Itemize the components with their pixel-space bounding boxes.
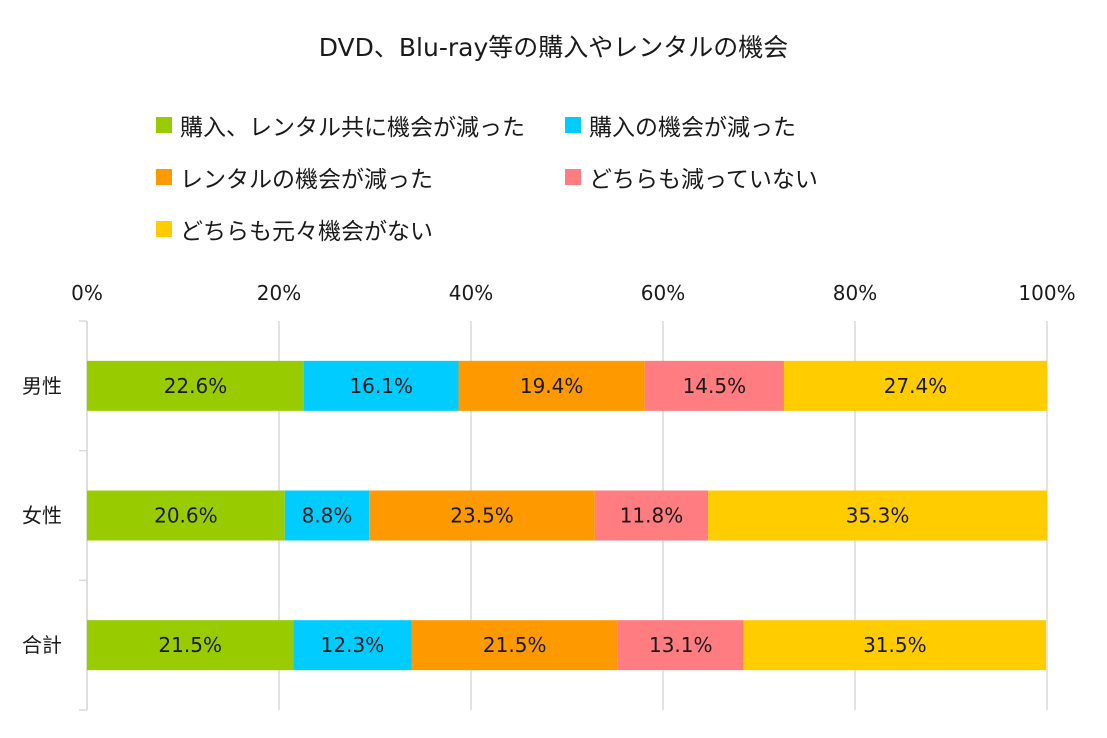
bar-segment	[284, 490, 370, 541]
legend-label: 購入の機会が減った	[589, 115, 796, 141]
legend-item-rental-decreased: レンタルの機会が減った	[156, 162, 433, 193]
bar-segment	[87, 360, 304, 411]
data-label: 31.5%	[863, 633, 927, 657]
legend-swatch	[156, 221, 172, 237]
bar-segment	[369, 490, 595, 541]
data-label: 22.6%	[164, 374, 228, 398]
legend-swatch	[565, 169, 581, 185]
data-label: 8.8%	[302, 504, 353, 528]
x-tick-label: 0%	[71, 281, 103, 305]
bar-segment	[644, 360, 784, 411]
bar-segment	[411, 620, 618, 671]
legend-label: 購入、レンタル共に機会が減った	[180, 115, 525, 141]
bar-segment	[617, 620, 744, 671]
bar-segment	[708, 490, 1047, 541]
x-tick-label: 40%	[449, 281, 493, 305]
bar-segment	[87, 620, 294, 671]
legend-swatch	[156, 117, 172, 133]
legend-swatch	[565, 117, 581, 133]
x-tick-label: 20%	[257, 281, 301, 305]
bar-segment	[783, 360, 1047, 411]
data-label: 11.8%	[620, 504, 684, 528]
legend-label: どちらも元々機会がない	[180, 219, 433, 245]
legend-swatch	[156, 169, 172, 185]
data-label: 14.5%	[683, 374, 747, 398]
bars: 22.6% 16.1% 19.4% 14.5% 27.4% 20.6% 8.8% 23.5% 1…	[87, 360, 1047, 671]
data-label: 21.5%	[158, 633, 222, 657]
bar-segment	[594, 490, 709, 541]
bar-segment	[743, 620, 1047, 671]
data-label: 16.1%	[349, 374, 413, 398]
data-label: 20.6%	[154, 504, 218, 528]
category-label: 女性	[22, 504, 62, 528]
legend-item-never-had-opportunity: どちらも元々機会がない	[156, 214, 433, 245]
data-label: 13.1%	[649, 633, 713, 657]
x-tick-label: 100%	[1018, 281, 1075, 305]
bar-segment	[293, 620, 412, 671]
data-label: 12.3%	[321, 633, 385, 657]
data-label: 27.4%	[884, 374, 948, 398]
x-tick-label: 80%	[833, 281, 877, 305]
category-label: 男性	[22, 374, 62, 398]
data-label: 19.4%	[520, 374, 584, 398]
data-label: 23.5%	[450, 504, 514, 528]
data-label: 35.3%	[846, 504, 910, 528]
legend-label: レンタルの機会が減った	[180, 167, 433, 193]
data-label: 21.5%	[483, 633, 547, 657]
legend-label: どちらも減っていない	[589, 167, 818, 193]
x-axis-ticks: 0% 20% 40% 60% 80% 100%	[71, 281, 1075, 305]
legend-item-both-decreased: 購入、レンタル共に機会が減った	[156, 110, 525, 141]
legend-item-neither-decreased: どちらも減っていない	[565, 162, 818, 193]
legend-item-purchase-decreased: 購入の機会が減った	[565, 110, 796, 141]
bar-segment	[303, 360, 459, 411]
x-tick-label: 60%	[641, 281, 685, 305]
bar-segment	[87, 490, 285, 541]
chart-title: DVD、Blu-ray等の購入やレンタルの機会	[318, 33, 789, 62]
bar-segment	[458, 360, 645, 411]
category-label: 合計	[22, 633, 62, 657]
